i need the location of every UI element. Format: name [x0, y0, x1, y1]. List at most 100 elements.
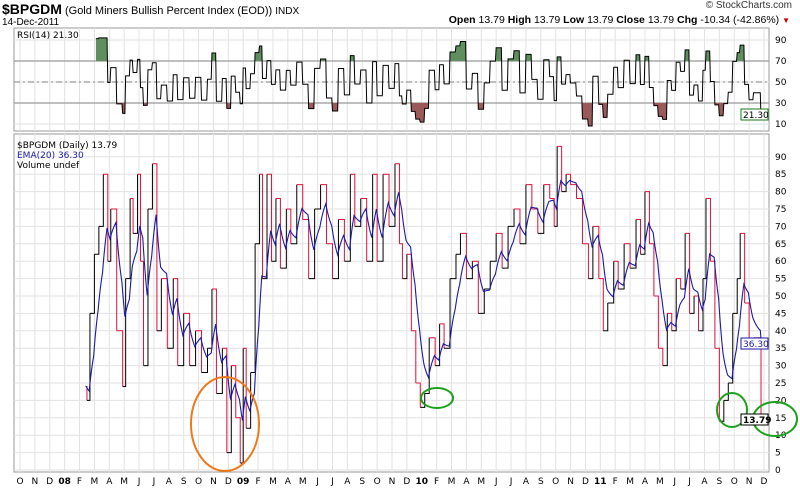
x-tick-label: N [746, 477, 753, 487]
x-tick-label: D [403, 477, 410, 487]
y-tick-label: 25 [775, 379, 786, 389]
price-segment [344, 174, 351, 262]
x-tick-label: M [91, 477, 99, 487]
x-tick-label: J [672, 477, 676, 487]
x-tick-label: O [731, 477, 738, 487]
price-segment [290, 184, 298, 245]
price-segment [658, 347, 664, 366]
price-segment [636, 218, 641, 255]
y-tick-label: 0 [775, 466, 781, 476]
price-segment [94, 226, 100, 255]
x-tick-label: N [567, 477, 574, 487]
price-segment [296, 184, 304, 220]
price-segment [603, 302, 609, 332]
symbol: $BPGDM [2, 1, 62, 17]
x-tick-label: A [523, 477, 530, 487]
price-segment [110, 208, 118, 331]
annotations [190, 376, 798, 472]
close-label: Close [616, 14, 645, 26]
price-segment [502, 226, 509, 269]
price-segment [450, 254, 457, 280]
price-segment [554, 146, 558, 227]
price-segment [424, 337, 430, 394]
price-segment [460, 232, 467, 279]
price-segment [350, 173, 356, 227]
price-segment [653, 295, 659, 349]
price-segment [514, 208, 521, 244]
price-segment [280, 209, 287, 269]
y-tick-label: 80 [775, 188, 787, 198]
rsi-tick-label: 30 [775, 99, 787, 109]
annotation-circle-green [716, 392, 748, 428]
x-tick-label: A [642, 477, 649, 487]
price-segment [662, 313, 668, 367]
y-tick-label: 5 [775, 449, 781, 459]
price-segment [255, 174, 261, 245]
price-segment [125, 198, 131, 280]
price-segment [455, 233, 461, 255]
price-segment [133, 174, 139, 234]
price-segment [744, 302, 750, 349]
y-tick-label: 75 [775, 205, 786, 215]
price-segment [676, 278, 682, 290]
rsi-line [95, 37, 762, 127]
x-tick-label: N [389, 477, 396, 487]
low-label: Low [563, 14, 585, 26]
ema-line [85, 179, 762, 421]
x-tick-label: N [32, 477, 39, 487]
y-tick-label: 70 [775, 222, 787, 232]
rsi-tick-label: 90 [775, 36, 787, 46]
price-segment [211, 288, 217, 394]
price-segment [143, 209, 149, 367]
price-segment [649, 243, 655, 296]
price-segment [671, 278, 677, 332]
price-segment [314, 184, 322, 210]
open-value: 13.79 [478, 14, 505, 26]
price-segment [320, 184, 328, 244]
price-segment [366, 174, 374, 262]
x-tick-label: 10 [415, 477, 428, 487]
price-segment [519, 184, 527, 245]
x-tick-label: D [582, 477, 589, 487]
chg-value: -10.34 (-42.86%) [700, 14, 780, 26]
index-name: (Gold Miners Bullish Percent Index (EOD)… [64, 5, 273, 17]
price-segment [702, 198, 707, 280]
price-segment [705, 198, 711, 262]
price-segment [728, 313, 734, 384]
x-tick-label: A [285, 477, 292, 487]
price-segment [411, 330, 417, 383]
x-tick-label: J [494, 477, 498, 487]
close-value-tag: 13.79 [740, 413, 771, 426]
x-tick-label: 11 [594, 477, 607, 487]
x-tick-label: O [552, 477, 559, 487]
rsi-tick-label: 10 [775, 120, 787, 130]
price-segment [399, 243, 403, 279]
price-segment [723, 383, 729, 401]
price-segment [466, 261, 473, 280]
x-tick-label: J [330, 477, 334, 487]
price-segment [275, 198, 281, 269]
x-tick-label: J [687, 477, 691, 487]
price-segment [360, 198, 368, 262]
annotation-circle-green [420, 387, 454, 409]
rsi-panel [95, 37, 762, 127]
price-segment [167, 278, 174, 349]
price-segment [537, 184, 545, 234]
price-segment [89, 254, 95, 314]
price-segment [402, 254, 408, 280]
price-segment [714, 347, 720, 422]
x-tick-label: D [761, 477, 768, 487]
y-tick-label: 20 [775, 396, 787, 406]
price-segment [582, 243, 589, 279]
x-tick-label: F [434, 477, 439, 487]
y-tick-label: 60 [775, 257, 787, 267]
ohlc-readout: Open 13.79 High 13.79 Low 13.79 Close 13… [449, 14, 790, 26]
price-segment [618, 243, 625, 290]
x-tick-label: S [359, 477, 365, 487]
down-arrow-icon: ▼ [782, 16, 790, 25]
y-tick-label: 55 [775, 275, 786, 285]
x-tick-label: A [344, 477, 351, 487]
price-segment [140, 260, 145, 366]
price-segment [372, 173, 378, 262]
price-segment [508, 209, 515, 227]
